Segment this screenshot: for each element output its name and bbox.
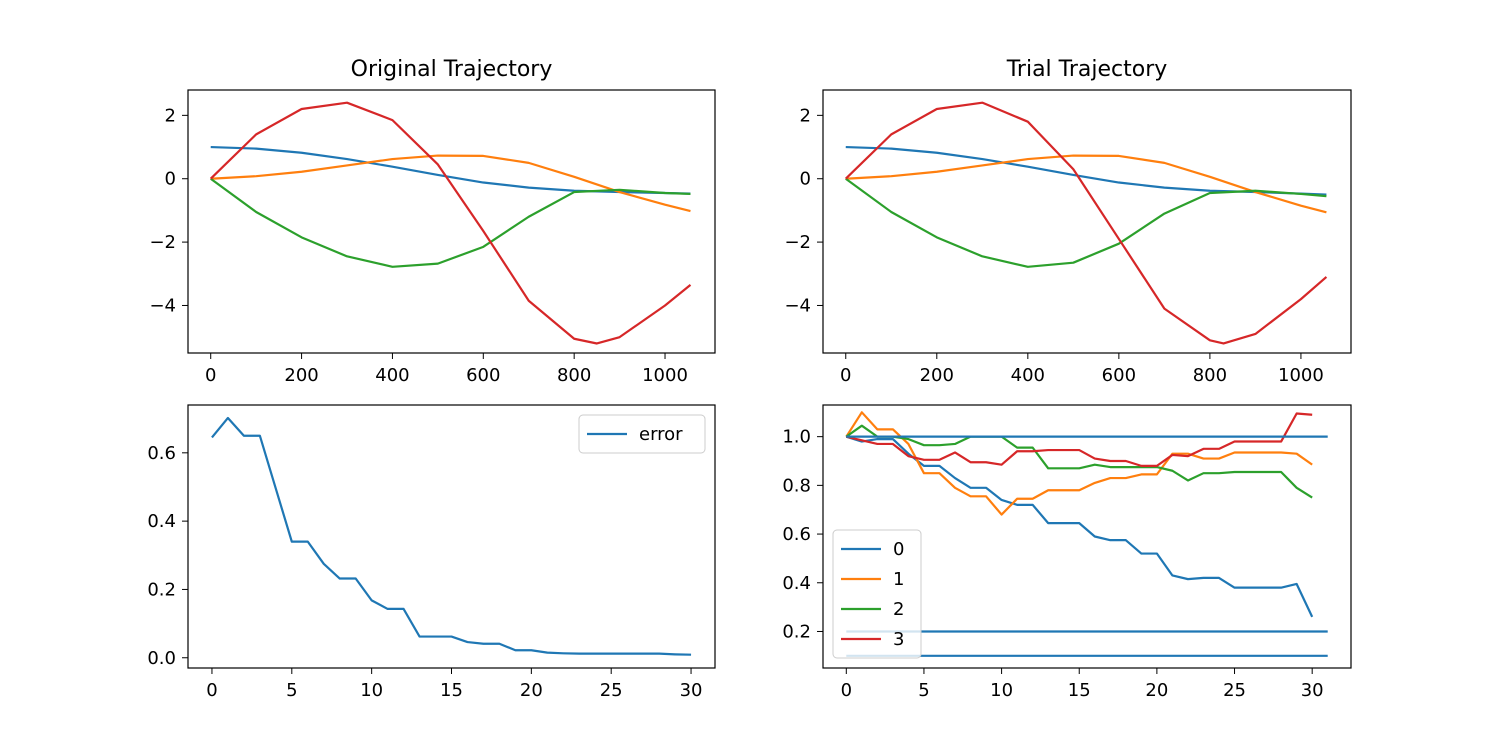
series-line-2 [845, 424, 1313, 499]
y-tick-label: 0.4 [147, 511, 176, 532]
subplot-title: Trial Trajectory [1006, 57, 1168, 82]
x-tick-label: 200 [284, 365, 318, 386]
x-tick-label: 1000 [642, 365, 688, 386]
x-tick-label: 10 [360, 680, 383, 701]
series-group [209, 101, 692, 345]
y-tick-label: 0 [165, 169, 176, 190]
x-tick-label: 5 [286, 680, 297, 701]
x-tick-label: 15 [1068, 680, 1091, 701]
legend-box [578, 414, 706, 454]
y-tick-label: 0.6 [782, 524, 811, 545]
y-tick-label: 0.2 [147, 579, 176, 600]
axes-frame [822, 89, 1352, 354]
y-tick-label: 1.0 [782, 427, 811, 448]
series-line-0-0 [210, 145, 691, 195]
y-tick-label: 0.8 [782, 475, 811, 496]
x-tick-label: 5 [918, 680, 929, 701]
x-tick-label: 800 [1193, 365, 1227, 386]
x-tick-label: 200 [920, 365, 954, 386]
series-line-0 [845, 435, 1314, 618]
x-tick-label: 30 [1301, 680, 1324, 701]
x-tick-label: 15 [440, 680, 463, 701]
series-line-0-2 [210, 177, 691, 268]
axes-frame [822, 404, 1352, 669]
axes-frame [187, 89, 716, 354]
x-tick-label: 25 [1223, 680, 1246, 701]
subplot-3: 0 5 10 15 20 25 30 1.0 0.8 0.6 0.4 0.2 0 1 2 3 [782, 404, 1352, 701]
x-tick-label: 0 [205, 365, 216, 386]
x-tick-label: 400 [375, 365, 409, 386]
y-tick-label: 0.4 [782, 573, 811, 594]
y-tick-label: 0.0 [147, 648, 176, 669]
x-tick-label: 10 [990, 680, 1013, 701]
x-tick-label: 0 [840, 365, 851, 386]
y-tick-label: 0.2 [782, 621, 811, 642]
series-line-0-3 [209, 101, 692, 345]
y-tick-label: 0 [800, 169, 811, 190]
subplot-0: 0 200 400 600 800 1000 2 0 −2 −4 Original Trajecto… [149, 57, 716, 386]
legend: error [578, 414, 706, 454]
y-tick-label: −2 [149, 232, 176, 253]
series-line-1-3 [844, 101, 1328, 345]
legend-label: 0 [893, 539, 904, 560]
legend-box [832, 529, 922, 659]
series-group [844, 101, 1328, 345]
legend-label: 2 [893, 599, 904, 620]
x-tick-label: 600 [1102, 365, 1136, 386]
series-group [211, 416, 692, 656]
legend-label: 3 [893, 629, 904, 650]
y-tick-label: 2 [165, 105, 176, 126]
x-tick-label: 20 [1145, 680, 1168, 701]
series-line-1-2 [845, 177, 1327, 268]
y-tick-label: −2 [784, 232, 811, 253]
y-tick-label: 2 [800, 105, 811, 126]
x-tick-label: 800 [557, 365, 591, 386]
x-tick-label: 20 [520, 680, 543, 701]
y-tick-label: 0.6 [147, 443, 176, 464]
subplot-2: 0 5 10 15 20 25 30 0.0 0.2 0.4 0.6 error [147, 404, 716, 701]
x-tick-label: 30 [680, 680, 703, 701]
subplot-1: 0 200 400 600 800 1000 2 0 −2 −4 Trial Trajectory [784, 57, 1352, 386]
y-tick-label: −4 [149, 295, 176, 316]
x-tick-label: 0 [206, 680, 217, 701]
series-line-0-1 [210, 154, 691, 213]
series-line-1 [845, 411, 1313, 516]
x-tick-label: 600 [466, 365, 500, 386]
series-line-1-1 [845, 154, 1327, 214]
series-line-3 [846, 412, 1313, 467]
x-tick-label: 25 [600, 680, 623, 701]
legend-label: error [639, 424, 683, 445]
x-tick-label: 400 [1011, 365, 1045, 386]
x-tick-label: 0 [841, 680, 852, 701]
legend: 0 1 2 3 [832, 529, 922, 659]
subplot-title: Original Trajectory [351, 57, 553, 82]
legend-label: 1 [893, 569, 904, 590]
series-group [845, 411, 1328, 657]
y-tick-label: −4 [784, 295, 811, 316]
series-line-error [211, 416, 692, 656]
x-tick-label: 1000 [1278, 365, 1324, 386]
